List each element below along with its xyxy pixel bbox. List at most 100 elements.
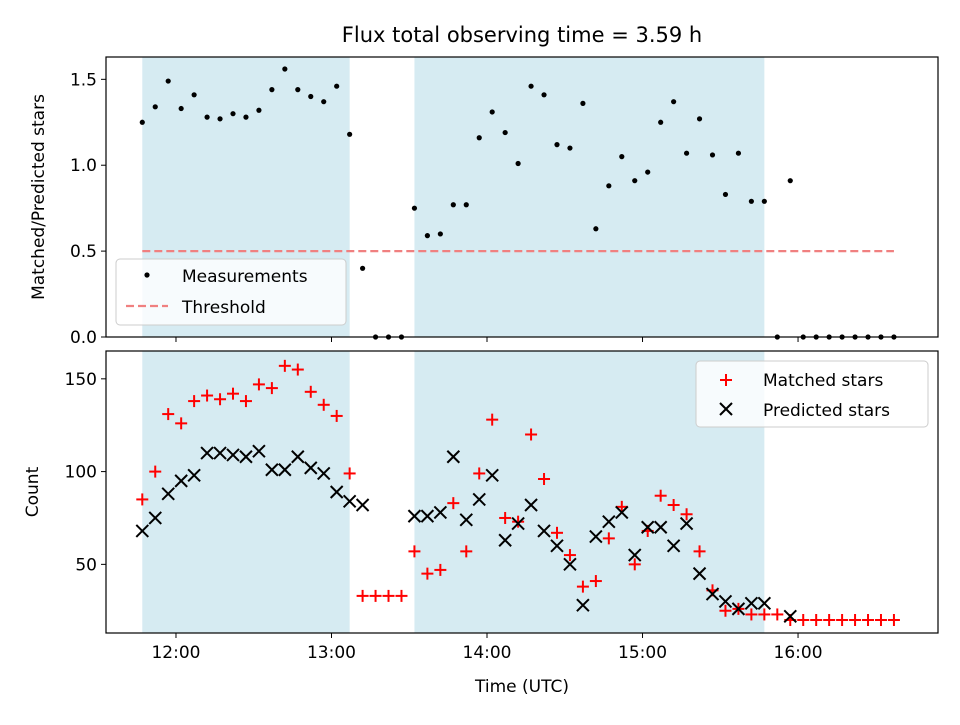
- matched-star-point: [719, 604, 732, 617]
- predicted-marker-stroke: [615, 505, 629, 520]
- matched-star-point: [434, 563, 447, 576]
- top-legend-box: [115, 258, 347, 326]
- predicted-star-point: [666, 539, 681, 553]
- measurement-point: [554, 142, 560, 148]
- measurement-point: [722, 191, 729, 198]
- matched-star-point: [227, 387, 240, 400]
- predicted-star-point: [317, 466, 331, 481]
- matched-star-point: [563, 549, 576, 562]
- predicted-star-point: [615, 505, 629, 520]
- predicted-marker-stroke: [472, 492, 486, 507]
- matched-star-point: [486, 413, 499, 426]
- measurement-point: [256, 107, 262, 113]
- predicted-star-point: [161, 487, 175, 501]
- predicted-star-point: [252, 444, 266, 458]
- predicted-star-point: [304, 461, 318, 475]
- matched-star-point: [771, 608, 784, 621]
- predicted-star-point: [524, 498, 538, 512]
- predicted-star-point: [278, 463, 292, 477]
- matched-star-point: [615, 500, 628, 513]
- bottom-y-axis-label: Count: [23, 466, 43, 517]
- predicted-marker-stroke: [563, 557, 577, 572]
- measurement-point: [217, 116, 223, 122]
- predicted-star-point: [653, 520, 668, 534]
- legend-measurements-label: Measurements: [182, 267, 308, 287]
- predicted-star-point: [329, 485, 344, 499]
- predicted-star-point: [511, 516, 525, 531]
- measurement-point: [619, 154, 625, 160]
- measurement-point: [787, 178, 793, 184]
- matched-star-point: [525, 428, 538, 441]
- predicted-marker-stroke: [705, 587, 720, 601]
- top-y-ticks: 0.0 0.5 1.0 1.5: [70, 70, 106, 348]
- predicted-marker-stroke: [329, 485, 344, 499]
- top-x-ticks: [175, 337, 799, 342]
- predicted-marker-stroke: [666, 539, 681, 553]
- top-panel: 0.0 0.5 1.0 1.5 Matched/Predicted stars Mea…: [29, 56, 939, 348]
- predicted-star-point: [550, 539, 564, 553]
- matched-star-point: [330, 409, 343, 422]
- measurement-point: [463, 202, 469, 208]
- predicted-star-point: [291, 450, 305, 464]
- measurement-point: [580, 100, 586, 106]
- matched-star-point: [136, 493, 149, 506]
- matched-star-point: [680, 508, 693, 521]
- predicted-star-point: [265, 463, 279, 477]
- measurement-point: [347, 131, 353, 137]
- measurement-point: [696, 116, 703, 122]
- predicted-star-point: [628, 548, 642, 562]
- predicted-marker-stroke: [148, 511, 162, 525]
- x-tick-label: 13:00: [307, 643, 356, 663]
- predicted-star-point: [420, 509, 435, 523]
- predicted-star-point: [433, 505, 448, 520]
- measurement-point: [411, 205, 418, 211]
- bottom-x-ticks: 12:00 13:00 14:00 15:00 16:00: [151, 633, 823, 663]
- predicted-marker-stroke: [653, 520, 668, 534]
- predicted-star-point: [342, 494, 357, 508]
- predicted-marker-stroke: [498, 533, 512, 547]
- measurement-point: [567, 145, 573, 151]
- measurement-point: [308, 93, 314, 100]
- matched-star-point: [667, 498, 680, 511]
- y-tick-label: 1.0: [70, 156, 97, 176]
- predicted-marker-stroke: [174, 474, 188, 488]
- matched-star-point: [849, 614, 862, 627]
- predicted-star-point: [705, 587, 720, 601]
- measurement-point: [152, 104, 158, 110]
- predicted-star-point: [226, 448, 240, 462]
- matched-star-point: [654, 489, 667, 502]
- top-shaded-intervals: [142, 57, 765, 337]
- matched-star-point: [214, 393, 227, 406]
- measurement-point: [437, 231, 443, 237]
- matched-star-point: [343, 467, 356, 480]
- predicted-marker-stroke: [420, 509, 435, 523]
- measurement-point: [165, 78, 171, 84]
- legend-threshold-label: Threshold: [181, 298, 266, 318]
- measurement-point: [632, 178, 638, 184]
- measurement-point: [709, 152, 716, 158]
- x-axis-label: Time (UTC): [474, 677, 569, 697]
- predicted-star-point: [355, 498, 370, 512]
- matched-star-point: [512, 515, 525, 528]
- predicted-star-point: [407, 509, 422, 523]
- matched-star-point: [201, 389, 214, 402]
- y-tick-label: 100: [65, 463, 97, 483]
- matched-star-point: [887, 614, 900, 627]
- matched-star-point: [589, 575, 602, 588]
- matched-star-point: [382, 589, 395, 602]
- predicted-marker-stroke: [187, 468, 201, 483]
- predicted-marker-stroke: [355, 498, 370, 512]
- y-tick-label: 0.0: [70, 328, 97, 348]
- predicted-marker-stroke: [783, 609, 797, 624]
- bottom-axes-frame: [105, 350, 939, 634]
- matched-star-point: [460, 545, 473, 558]
- predicted-marker-stroke: [524, 498, 538, 512]
- legend-matched-marker: [720, 374, 732, 386]
- predicted-marker-stroke: [757, 596, 772, 611]
- measurement-point: [139, 119, 145, 125]
- bottom-legend-box: [695, 360, 929, 428]
- predicted-marker-stroke: [692, 566, 707, 581]
- matched-star-point: [447, 497, 460, 510]
- matched-star-point: [356, 589, 369, 602]
